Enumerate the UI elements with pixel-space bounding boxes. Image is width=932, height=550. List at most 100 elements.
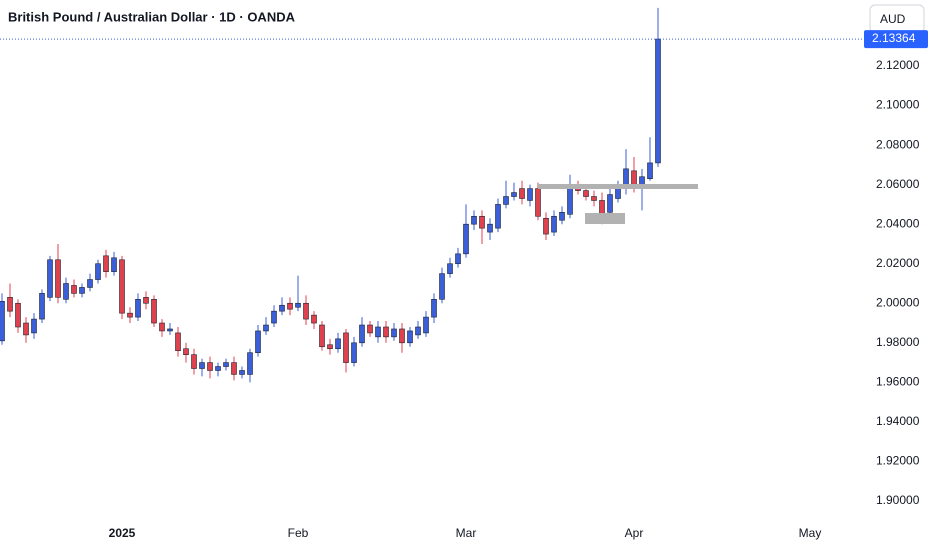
candle-body — [111, 257, 117, 272]
candle-body — [199, 362, 205, 369]
x-tick-label: Mar — [456, 526, 477, 540]
candle-body — [431, 299, 437, 318]
candle-body — [191, 354, 197, 369]
candle-body — [511, 192, 517, 197]
candle-body — [119, 259, 125, 314]
currency-button[interactable]: AUD — [869, 4, 925, 34]
y-tick-label: 2.08000 — [876, 137, 920, 151]
candle-body — [655, 38, 661, 164]
candle-body — [79, 287, 85, 294]
button-label[interactable]: AUD — [880, 12, 906, 26]
y-tick-label: 2.06000 — [876, 177, 920, 191]
candle-body — [103, 255, 109, 272]
x-tick-label: Apr — [625, 526, 644, 540]
candle-body — [607, 194, 613, 213]
candle-body — [351, 342, 357, 363]
candle-body — [407, 330, 413, 344]
chart-title: British Pound / Australian Dollar · 1D ·… — [8, 9, 296, 24]
candle-body — [15, 302, 21, 328]
candle-body — [39, 293, 45, 320]
candle-body — [183, 348, 189, 355]
y-tick-label: 1.94000 — [876, 414, 920, 428]
candle-body — [551, 215, 557, 233]
candle-body — [327, 344, 333, 350]
candle-body — [447, 263, 453, 274]
candle-body — [343, 332, 349, 363]
candle-body — [71, 285, 77, 294]
y-tick-label: 1.98000 — [876, 335, 920, 349]
candle-body — [335, 338, 341, 350]
candle-body — [23, 322, 29, 336]
candle-body — [559, 212, 565, 221]
x-tick-label: Feb — [288, 526, 309, 540]
y-tick-label: 1.96000 — [876, 375, 920, 389]
candle-body — [399, 328, 405, 344]
candle-body — [223, 362, 229, 367]
candle-body — [319, 324, 325, 348]
candle-body — [239, 370, 245, 375]
candle-body — [0, 300, 5, 342]
plot-area — [0, 7, 661, 383]
candle-body — [207, 362, 213, 371]
candle-body — [287, 302, 293, 310]
zone-line — [538, 184, 698, 189]
candle-body — [535, 188, 541, 217]
candle-body — [127, 312, 133, 318]
candle-body — [487, 223, 493, 233]
candle-body — [231, 362, 237, 375]
candle-body — [367, 324, 373, 334]
candle-body — [175, 332, 181, 352]
y-tick-label: 2.02000 — [876, 256, 920, 270]
candle-body — [55, 259, 61, 298]
candle-body — [471, 215, 477, 225]
candle-body — [383, 326, 389, 338]
candle-body — [295, 302, 301, 308]
candle-body — [87, 279, 93, 288]
candle-body — [255, 330, 261, 353]
zone-box — [585, 213, 625, 224]
candle-body — [479, 215, 485, 229]
y-tick-label: 2.12000 — [876, 58, 920, 72]
candle-body — [543, 217, 549, 235]
candle-body — [167, 328, 173, 332]
candle-body — [591, 196, 597, 201]
last-price-label: 2.13364 — [872, 31, 916, 45]
candle-body — [143, 297, 149, 304]
candle-body — [615, 188, 621, 199]
last-price-box — [864, 30, 928, 49]
candle-body — [271, 310, 277, 324]
candle-body — [359, 324, 365, 344]
candle-body — [391, 328, 397, 338]
candle-body — [279, 304, 285, 312]
candle-body — [463, 223, 469, 255]
candle-body — [263, 324, 269, 332]
candle-body — [151, 299, 157, 324]
candle-body — [647, 162, 653, 180]
y-tick-label: 2.10000 — [876, 98, 920, 112]
candle-body — [583, 190, 589, 197]
candle-body — [423, 316, 429, 334]
candle-body — [7, 297, 13, 312]
candle-body — [47, 259, 53, 298]
candle-body — [375, 326, 381, 338]
candle-body — [247, 352, 253, 375]
candle-body — [215, 366, 221, 371]
candle-body — [95, 263, 101, 280]
y-tick-label: 2.00000 — [876, 295, 920, 309]
candle-body — [439, 273, 445, 300]
candle-body — [31, 318, 37, 334]
x-tick-label: 2025 — [109, 526, 136, 540]
candle-body — [159, 322, 165, 332]
y-tick-label: 1.92000 — [876, 454, 920, 468]
y-tick-label: 1.90000 — [876, 493, 920, 507]
candle-body — [415, 326, 421, 336]
candle-body — [303, 302, 309, 320]
candle-body — [567, 188, 573, 215]
candle-body — [527, 188, 533, 201]
candle-body — [503, 196, 509, 205]
candle-body — [519, 188, 525, 199]
candle-body — [311, 314, 317, 324]
